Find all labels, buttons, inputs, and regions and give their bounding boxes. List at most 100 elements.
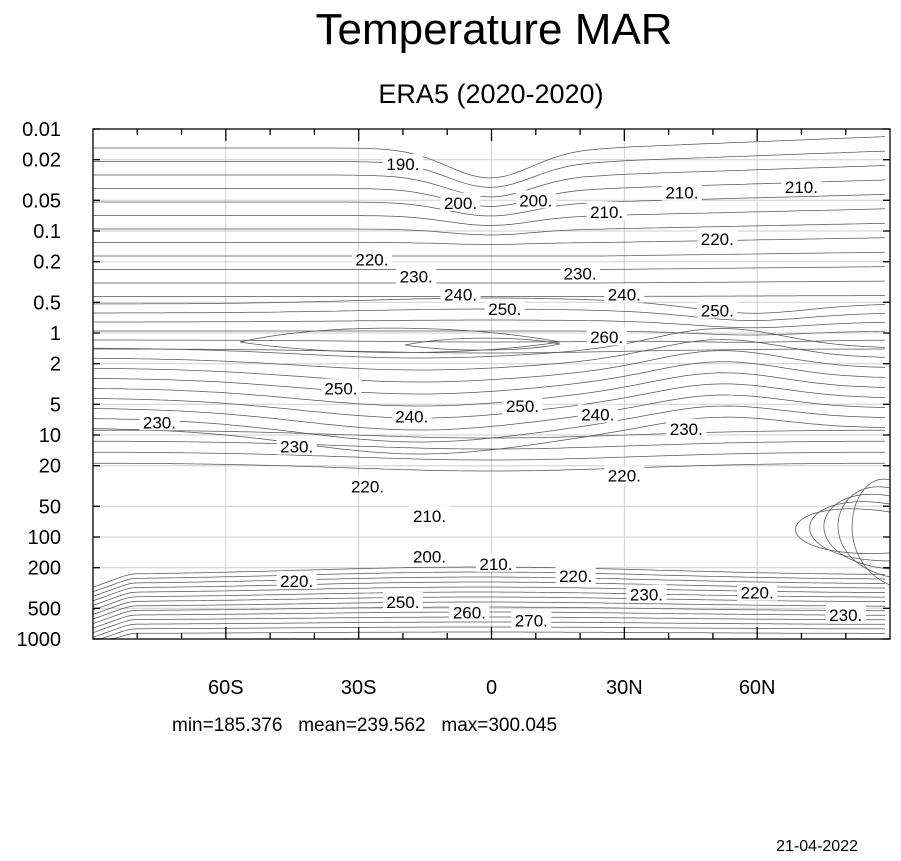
- contour-label: 220.: [559, 567, 592, 586]
- contour-label-bg: [276, 436, 317, 455]
- contour-lines: [92, 136, 891, 640]
- contour-label: 210.: [785, 178, 818, 197]
- contour-label-bg: [502, 396, 543, 415]
- y-tick-label: 2: [50, 354, 61, 376]
- contour-label: 200.: [519, 191, 552, 210]
- contour-line: [93, 295, 885, 297]
- contour-line: [92, 576, 885, 597]
- contour-line: [93, 319, 886, 329]
- contour-label-bg: [382, 153, 423, 172]
- contour-label: 230.: [400, 268, 433, 287]
- x-tick-label: 0: [486, 677, 497, 699]
- contour-line: [92, 350, 886, 383]
- contour-label: 210.: [413, 507, 446, 526]
- contour-label: 230.: [670, 420, 703, 439]
- contour-line: [92, 631, 885, 640]
- contour-label-bg: [697, 229, 738, 248]
- contour-line: [92, 601, 885, 620]
- contour-line: [92, 394, 886, 431]
- contour-label: 250.: [506, 397, 539, 416]
- contour-label-bg: [511, 610, 552, 629]
- contour-line: [92, 372, 886, 407]
- contour-label-bg: [382, 591, 423, 610]
- contour-label: 230.: [630, 585, 663, 604]
- contour-line: [93, 136, 886, 179]
- contour-label-bg: [555, 565, 596, 584]
- axis-ticks: [93, 128, 890, 640]
- contour-label-bg: [449, 602, 490, 621]
- contour-label-bg: [825, 605, 866, 624]
- contour-line: [823, 494, 891, 570]
- contour-label-bg: [661, 182, 702, 201]
- contour-label-bg: [396, 266, 437, 285]
- contour-label-bg: [604, 284, 645, 303]
- contour-line: [92, 222, 886, 236]
- y-tick-label: 10: [39, 425, 61, 447]
- contour-label: 220.: [608, 467, 641, 486]
- x-axis-tick-labels: 60S 30S 0 30N 60N: [208, 677, 775, 699]
- contour-label: 220.: [355, 250, 388, 269]
- contour-label: 230.: [280, 438, 313, 457]
- y-tick-label: 1: [50, 323, 61, 345]
- contour-label-bg: [139, 412, 180, 431]
- contour-line: [92, 328, 886, 359]
- contour-line: [93, 339, 886, 343]
- y-tick-label: 1000: [17, 629, 62, 651]
- contour-label: 250.: [488, 300, 521, 319]
- contour-label: 200.: [444, 194, 477, 213]
- contour-label: 240.: [608, 286, 641, 305]
- contour-label-bg: [440, 192, 481, 211]
- contour-label: 210.: [665, 184, 698, 203]
- contour-line: [93, 348, 885, 354]
- contour-line: [93, 179, 886, 207]
- x-tick-label: 30S: [341, 677, 377, 699]
- contour-label-bg: [515, 190, 556, 209]
- contour-label-bg: [604, 465, 645, 484]
- contour-label-bg: [484, 298, 525, 317]
- contour-line: [92, 339, 886, 371]
- contour-line: [795, 508, 891, 554]
- contour-label-bg: [560, 263, 601, 282]
- contour-label: 220.: [701, 230, 734, 249]
- contour-label: 210.: [590, 203, 623, 222]
- y-tick-label: 0.1: [33, 221, 61, 243]
- contour-line: [93, 330, 886, 336]
- contour-line: [92, 280, 885, 284]
- contour-line: [93, 208, 886, 226]
- contour-label: 220.: [280, 572, 313, 591]
- y-tick-label: 500: [28, 598, 61, 620]
- y-tick-label: 0.2: [33, 252, 61, 274]
- contour-label-bg: [320, 378, 361, 397]
- contour-label-bg: [586, 327, 627, 346]
- chart-title: Temperature MAR: [315, 5, 672, 54]
- contour-line: [93, 165, 886, 198]
- y-axis-tick-labels: 0.01 0.02 0.05 0.1 0.2 0.5 1 2 5 10 20 50 100 200 500 1…: [17, 119, 62, 651]
- contour-line: [92, 621, 885, 638]
- contour-label-bg: [409, 546, 450, 565]
- contour-line: [92, 361, 886, 395]
- x-tick-label: 60S: [208, 677, 244, 699]
- y-tick-label: 0.02: [22, 150, 61, 172]
- y-tick-label: 0.01: [22, 119, 61, 141]
- contour-line: [92, 571, 886, 593]
- contour-line: [93, 150, 886, 188]
- contour-line: [92, 383, 886, 419]
- contour-label: 200.: [413, 548, 446, 567]
- contour-label: 270.: [515, 611, 548, 630]
- contour-label-bg: [475, 553, 516, 572]
- contour-label-bg: [347, 476, 388, 495]
- contour-label: 190.: [386, 155, 419, 174]
- y-tick-label: 100: [28, 527, 61, 549]
- contour-label: 250.: [701, 301, 734, 320]
- contour-label: 240.: [581, 406, 614, 425]
- contour-line: [92, 626, 886, 640]
- contour-label: 210.: [479, 555, 512, 574]
- contour-line: [92, 462, 885, 472]
- contour-label: 230.: [829, 606, 862, 625]
- contour-label: 220.: [741, 584, 774, 603]
- contour-label-bg: [577, 404, 618, 423]
- x-tick-label: 60N: [739, 677, 776, 699]
- contour-label: 260.: [453, 604, 486, 623]
- contour-line: [93, 237, 885, 245]
- contour-label: 250.: [386, 593, 419, 612]
